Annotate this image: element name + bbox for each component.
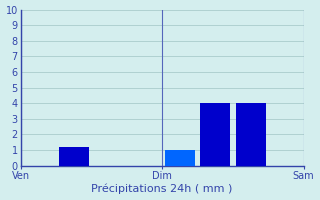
Bar [200, 103, 230, 166]
X-axis label: Précipitations 24h ( mm ): Précipitations 24h ( mm ) [92, 184, 233, 194]
Bar [59, 147, 89, 166]
Bar [165, 150, 195, 166]
Bar [236, 103, 266, 166]
